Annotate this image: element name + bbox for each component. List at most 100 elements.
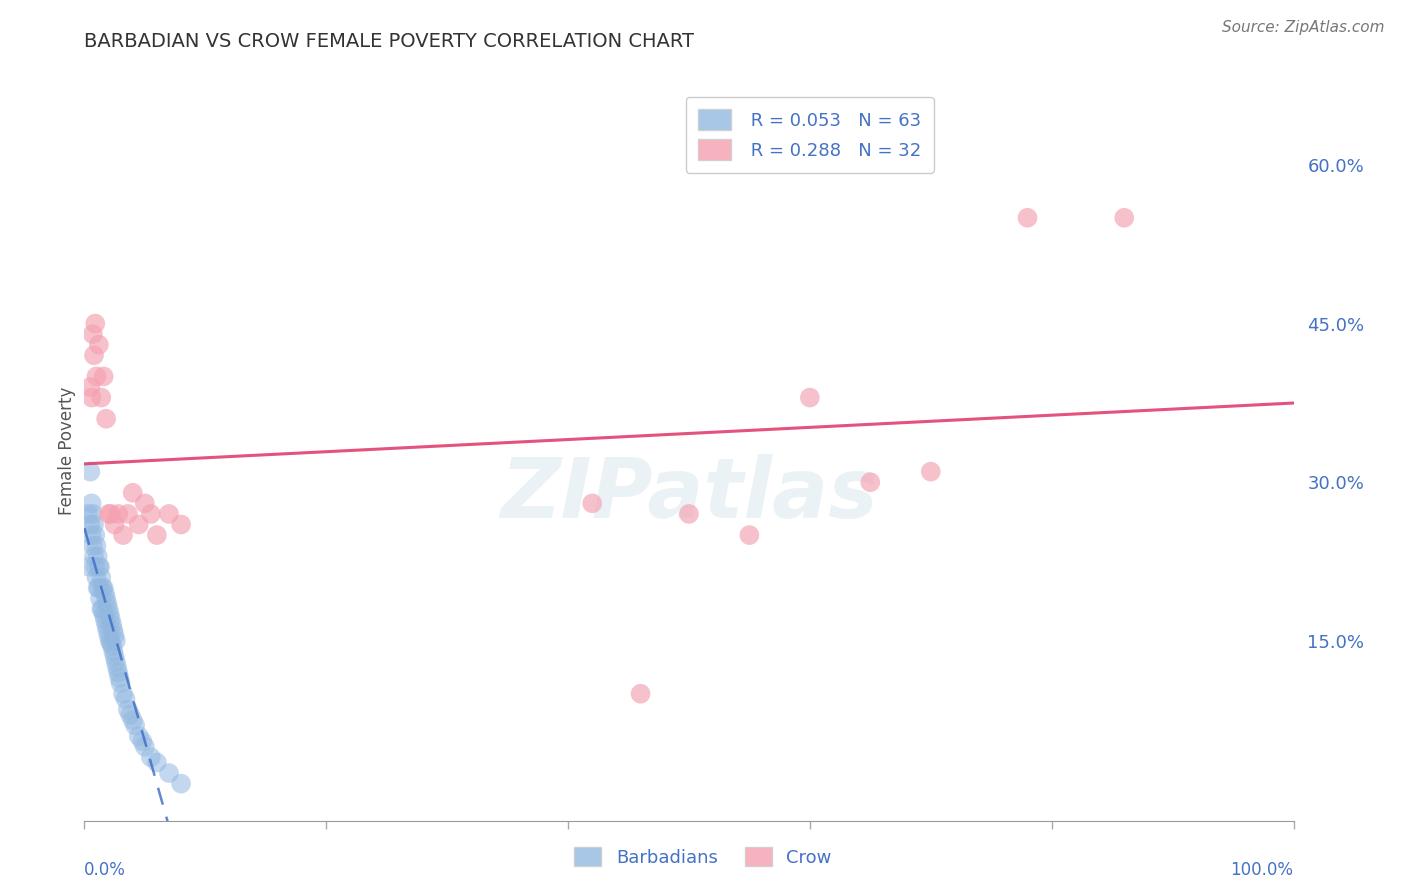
Point: [112, 528, 135, 542]
Point: [94, 613, 117, 627]
Point: [90, 570, 112, 584]
Point: [89, 591, 111, 606]
Point: [93, 369, 115, 384]
Point: [94, 591, 117, 606]
Point: [89, 559, 111, 574]
Point: [82, 539, 104, 553]
Point: [859, 475, 882, 490]
Point: [98, 633, 121, 648]
Point: [97, 628, 120, 642]
Point: [82, 327, 104, 342]
Point: [83, 517, 105, 532]
Point: [139, 750, 162, 764]
Point: [90, 391, 112, 405]
Point: [77, 559, 100, 574]
Point: [121, 713, 143, 727]
Point: [108, 671, 131, 685]
Point: [84, 559, 107, 574]
Legend:  R = 0.053   N = 63,  R = 0.288   N = 32: R = 0.053 N = 63, R = 0.288 N = 32: [686, 96, 934, 173]
Point: [100, 636, 122, 650]
Point: [101, 639, 124, 653]
Point: [581, 496, 603, 510]
Point: [96, 597, 118, 611]
Point: [134, 496, 156, 510]
Point: [83, 348, 105, 362]
Point: [104, 633, 127, 648]
Text: BARBADIAN VS CROW FEMALE POVERTY CORRELATION CHART: BARBADIAN VS CROW FEMALE POVERTY CORRELA…: [84, 31, 695, 51]
Point: [107, 665, 129, 680]
Point: [86, 581, 108, 595]
Legend: Barbadians, Crow: Barbadians, Crow: [567, 840, 839, 874]
Point: [157, 766, 180, 780]
Point: [630, 687, 652, 701]
Point: [90, 602, 112, 616]
Point: [94, 586, 117, 600]
Point: [91, 602, 114, 616]
Point: [170, 517, 193, 532]
Point: [121, 485, 143, 500]
Point: [117, 703, 139, 717]
Point: [84, 317, 107, 331]
Point: [83, 549, 105, 564]
Point: [1114, 211, 1136, 225]
Point: [93, 581, 115, 595]
Point: [79, 465, 101, 479]
Point: [96, 624, 118, 638]
Point: [139, 507, 162, 521]
Point: [738, 528, 761, 542]
Point: [112, 687, 135, 701]
Point: [86, 369, 108, 384]
Point: [79, 517, 101, 532]
Text: 100.0%: 100.0%: [1230, 862, 1294, 880]
Point: [82, 507, 104, 521]
Point: [157, 507, 180, 521]
Point: [93, 607, 115, 622]
Point: [84, 528, 107, 542]
Point: [110, 676, 132, 690]
Point: [170, 776, 193, 791]
Point: [80, 496, 103, 510]
Point: [86, 570, 108, 584]
Y-axis label: Female Poverty: Female Poverty: [58, 386, 76, 515]
Point: [80, 391, 103, 405]
Point: [97, 507, 120, 521]
Text: ZIPatlas: ZIPatlas: [501, 454, 877, 535]
Point: [146, 528, 169, 542]
Point: [87, 337, 110, 351]
Point: [131, 734, 153, 748]
Point: [103, 644, 125, 658]
Point: [94, 411, 117, 425]
Point: [87, 559, 110, 574]
Point: [87, 581, 110, 595]
Point: [117, 507, 139, 521]
Point: [104, 655, 127, 669]
Text: 0.0%: 0.0%: [84, 862, 127, 880]
Point: [799, 391, 821, 405]
Point: [80, 528, 103, 542]
Point: [920, 465, 942, 479]
Point: [104, 517, 127, 532]
Point: [104, 628, 127, 642]
Point: [100, 507, 122, 521]
Point: [79, 380, 101, 394]
Point: [94, 618, 117, 632]
Point: [91, 581, 114, 595]
Point: [97, 602, 120, 616]
Point: [86, 539, 108, 553]
Point: [77, 507, 100, 521]
Point: [101, 618, 124, 632]
Point: [105, 660, 128, 674]
Point: [124, 718, 146, 732]
Point: [678, 507, 700, 521]
Point: [107, 507, 129, 521]
Point: [86, 549, 108, 564]
Point: [100, 613, 122, 627]
Point: [134, 739, 156, 754]
Point: [104, 649, 127, 664]
Point: [114, 692, 136, 706]
Point: [146, 756, 169, 770]
Point: [103, 624, 125, 638]
Point: [98, 607, 121, 622]
Point: [128, 729, 150, 743]
Point: [1017, 211, 1039, 225]
